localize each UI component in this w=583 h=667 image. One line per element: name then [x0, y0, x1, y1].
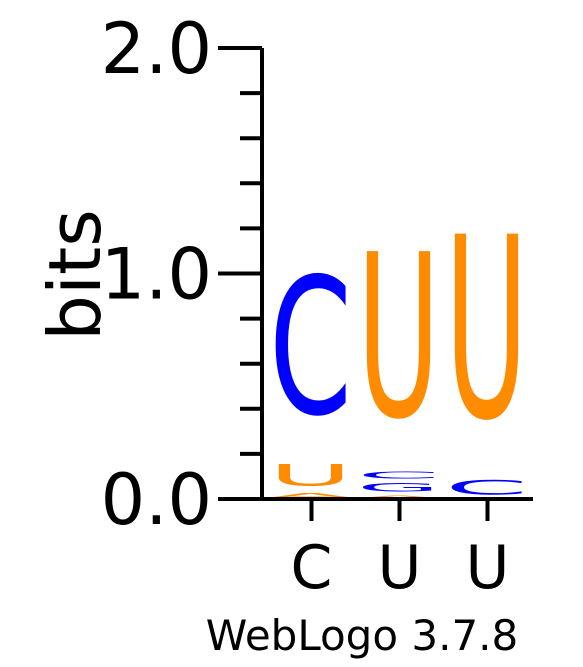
y-axis: 0.0 1.0 2.0 — [101, 8, 264, 541]
logo-letter-a: A — [269, 492, 352, 499]
logo-letter-g: G — [357, 481, 440, 495]
y-tick-label: 1.0 — [101, 234, 212, 316]
logo-letter-u: U — [445, 183, 528, 475]
y-tick-label: 0.0 — [101, 459, 212, 541]
y-axis-label: bits — [33, 209, 117, 340]
logo-letter-u: U — [357, 207, 440, 470]
x-tick-label: U — [466, 533, 510, 603]
logo-letter-a: A — [357, 495, 440, 499]
logo-letter-c: C — [445, 477, 528, 499]
weblogo-version-footer: WebLogo 3.7.8 — [206, 611, 519, 660]
x-tick-label: C — [291, 533, 333, 603]
logo-letter-c: C — [357, 470, 440, 481]
logo-letter-u: U — [269, 458, 352, 492]
y-tick-label: 2.0 — [101, 8, 212, 90]
logo-letter-c: C — [269, 240, 352, 459]
x-tick-label: U — [378, 533, 422, 603]
